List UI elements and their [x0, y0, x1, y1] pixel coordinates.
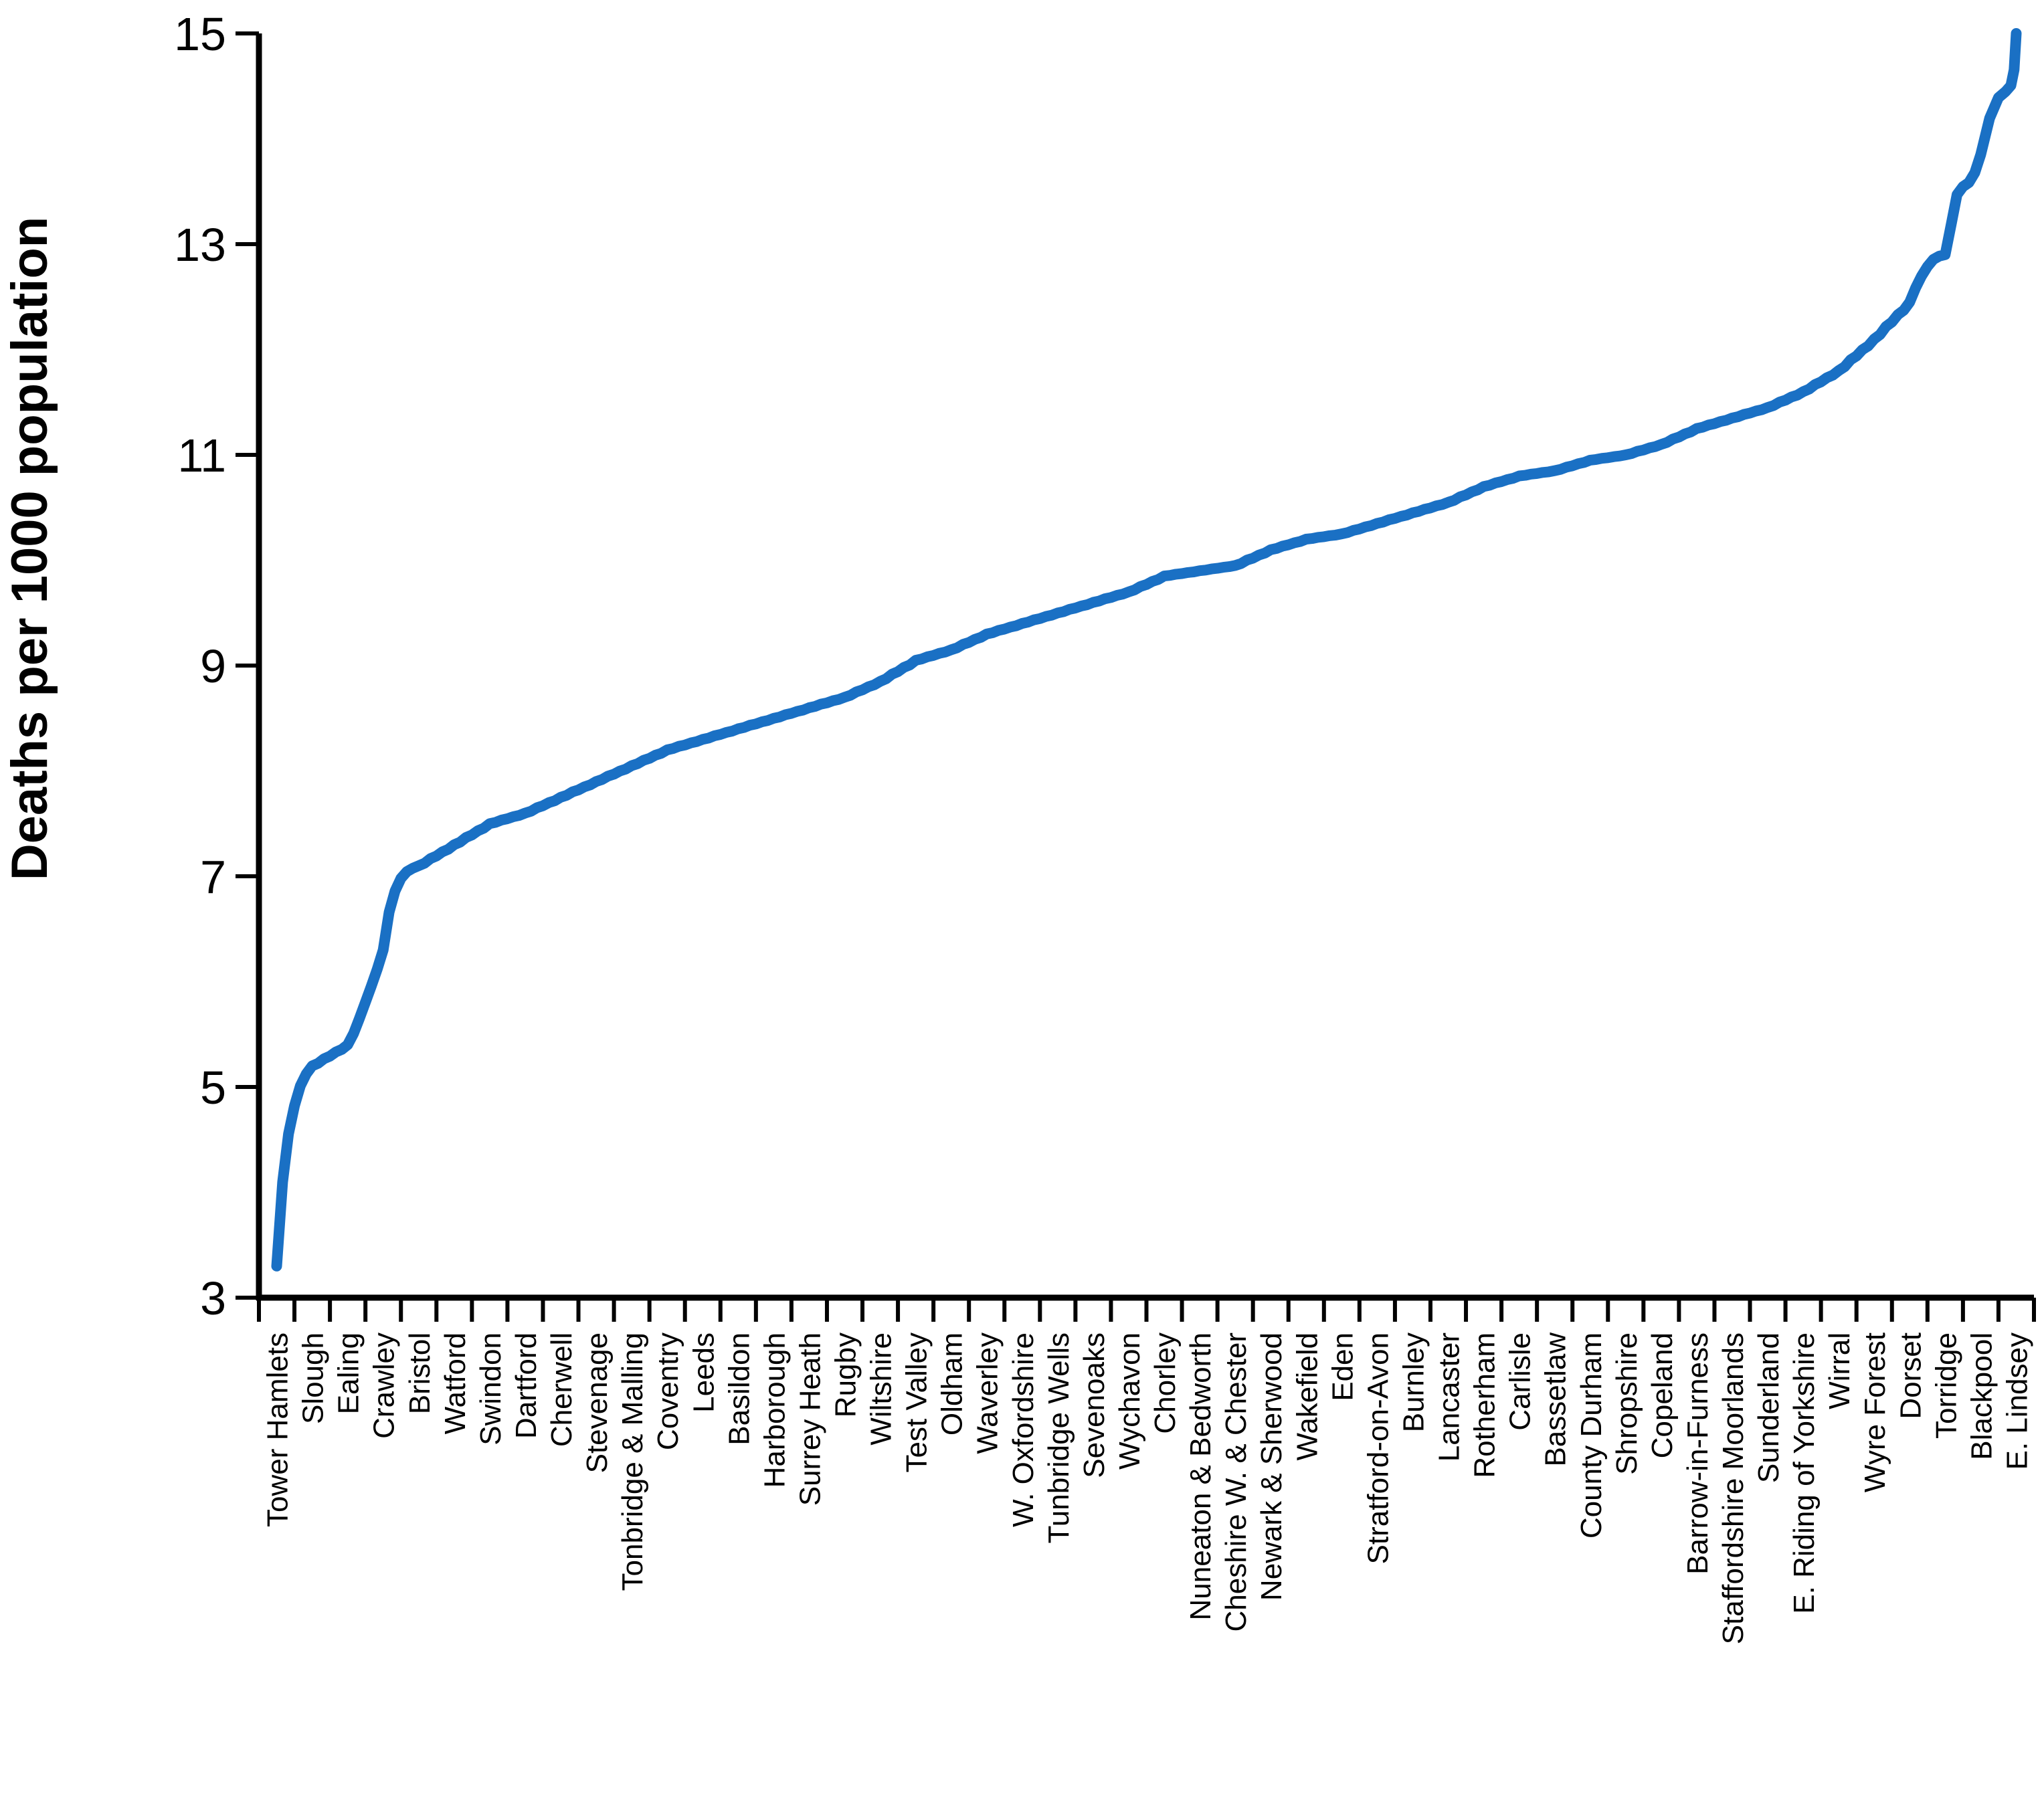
x-axis-label: Bristol	[403, 1332, 436, 1414]
x-axis-label: Cheshire W. & Chester	[1220, 1332, 1252, 1632]
x-axis-label: Harborough	[758, 1332, 791, 1488]
x-axis-label: Leeds	[687, 1332, 720, 1413]
x-axis-label: Carlisle	[1504, 1332, 1537, 1431]
y-tick-label: 7	[200, 851, 226, 903]
x-axis-label: Wychavon	[1113, 1332, 1146, 1470]
x-axis-label: Swindon	[474, 1332, 507, 1446]
x-axis-label: Tunbridge Wells	[1042, 1332, 1075, 1543]
x-axis-label: Wakefield	[1291, 1332, 1323, 1461]
y-tick-label: 13	[174, 219, 226, 271]
x-axis-label: Bassetlaw	[1540, 1332, 1572, 1467]
y-tick-label: 11	[177, 429, 226, 482]
x-axis-label: Waverley	[971, 1332, 1004, 1454]
y-tick-label: 5	[200, 1062, 226, 1114]
x-axis-label: Crawley	[368, 1332, 401, 1439]
x-axis-label: Burnley	[1397, 1332, 1430, 1432]
x-axis-label: Newark & Sherwood	[1255, 1332, 1288, 1601]
y-tick-label: 9	[200, 640, 226, 692]
x-axis-label: Wirral	[1823, 1332, 1856, 1409]
x-axis-label: E. Riding of Yorkshire	[1788, 1332, 1821, 1614]
x-axis-label: Shropshire	[1610, 1332, 1643, 1475]
x-axis-label: Copeland	[1646, 1332, 1679, 1458]
y-axis-title: Deaths per 1000 population	[1, 217, 58, 880]
x-axis-label: Wyre Forest	[1859, 1332, 1891, 1492]
x-axis-label: Lancaster	[1433, 1332, 1466, 1462]
x-axis-label: Dorset	[1894, 1332, 1927, 1419]
x-axis-label: E. Lindsey	[2001, 1332, 2033, 1470]
x-axis-label: Torridge	[1930, 1332, 1962, 1439]
x-axis-label: W. Oxfordshire	[1007, 1332, 1040, 1527]
tick-marks	[236, 31, 2036, 1322]
x-axis-label: Cherwell	[545, 1332, 578, 1447]
series-line	[271, 28, 2022, 1272]
x-axis-label: Tonbridge & Malling	[616, 1332, 649, 1591]
x-axis-label: Basildon	[723, 1332, 755, 1446]
x-axis-label: Blackpool	[1965, 1332, 1998, 1460]
x-axis-label: Nuneaton & Bedworth	[1184, 1332, 1217, 1621]
x-axis-label: Stevenage	[581, 1332, 614, 1473]
axes	[256, 33, 2034, 1301]
x-axis-label: Surrey Heath	[794, 1332, 826, 1506]
x-axis-label: Rugby	[829, 1332, 862, 1417]
x-axis-label: Rotherham	[1469, 1332, 1501, 1478]
x-axis-label: Sunderland	[1752, 1332, 1785, 1483]
x-axis-label: County Durham	[1575, 1332, 1608, 1538]
x-axis-label: Slough	[297, 1332, 330, 1424]
x-axis-label: Ealing	[333, 1332, 365, 1414]
x-axis-label: Sevenoaks	[1078, 1332, 1111, 1478]
y-tick-label: 3	[200, 1272, 226, 1324]
x-axis-label: Test Valley	[901, 1332, 933, 1473]
x-axis-label: Watford	[439, 1332, 472, 1434]
x-axis-label: Tower Hamlets	[262, 1332, 294, 1527]
x-axis-label: Wiltshire	[865, 1332, 898, 1446]
x-axis-label: Oldham	[936, 1332, 969, 1435]
y-tick-label: 15	[174, 8, 226, 60]
x-axis-tick-labels: Tower Hamlets Slough Ealing Crawley Bristol W…	[262, 1332, 2034, 1645]
x-axis-label: Staffordshire Moorlands	[1717, 1332, 1750, 1644]
x-axis-label: Dartford	[510, 1332, 543, 1439]
x-axis-label: Coventry	[652, 1332, 684, 1450]
y-axis-tick-labels: 3 5 7 9 11 13 15	[174, 8, 226, 1324]
x-axis-label: Eden	[1326, 1332, 1359, 1401]
x-axis-label: Stratford-on-Avon	[1362, 1332, 1394, 1564]
x-axis-label: Barrow-in-Furness	[1681, 1332, 1714, 1575]
x-axis-label: Chorley	[1149, 1332, 1182, 1434]
